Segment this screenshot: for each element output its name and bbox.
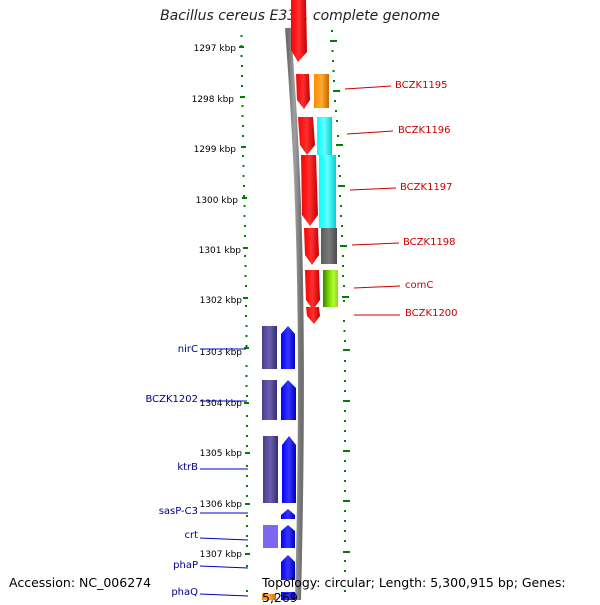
block-cyan-bczk1197[interactable] [319, 155, 336, 228]
kbp-label-1304: 1304 kbp [200, 399, 243, 409]
gene-arrow-phaq[interactable] [281, 592, 295, 600]
gene-arrow-nirc[interactable] [281, 326, 295, 369]
gene-arrow-sasp-c3[interactable] [281, 509, 295, 519]
gene-label-bczk1196[interactable]: BCZK1196 [398, 125, 451, 136]
gene-label-comc[interactable]: comC [405, 280, 433, 291]
gene-arrow-bczk1197[interactable] [301, 155, 318, 226]
gene-arrow-bczk1196[interactable] [298, 117, 315, 155]
kbp-label-1301: 1301 kbp [199, 246, 242, 256]
block-cyan-bczk1196[interactable] [317, 117, 332, 155]
right-strand-genes [291, 0, 338, 324]
gene-label-bczk1202[interactable]: BCZK1202 [145, 394, 198, 405]
gene-label-ktrb[interactable]: ktrB [177, 462, 198, 473]
gene-label-bczk1200[interactable]: BCZK1200 [405, 308, 458, 319]
kbp-label-1300: 1300 kbp [196, 196, 239, 206]
gene-label-bczk1197[interactable]: BCZK1197 [400, 182, 453, 193]
kbp-label-1297: 1297 kbp [194, 44, 237, 54]
gene-label-nirc[interactable]: nirC [178, 344, 198, 355]
gene-arrow-phap[interactable] [281, 555, 295, 580]
left-scale-dots [240, 35, 248, 592]
gene-arrow-ktrb[interactable] [282, 436, 296, 503]
gene-label-bczk1195[interactable]: BCZK1195 [395, 80, 448, 91]
accession-text: Accession: NC_006274 [9, 575, 152, 590]
block-green-comc[interactable] [323, 270, 338, 307]
gene-arrow-bczk1202[interactable] [281, 380, 296, 420]
right-gene-labels: BCZK1195 BCZK1196 BCZK1197 BCZK1198 comC… [344, 80, 458, 319]
left-strand-genes [262, 326, 296, 600]
left-gene-labels: nirC BCZK1202 ktrB sasP-C3 crt phaP phaQ [145, 344, 249, 598]
block-purple-nirc[interactable] [262, 326, 277, 369]
gene-arrow-crt[interactable] [281, 525, 295, 548]
right-scale-dots [331, 30, 346, 592]
kbp-label-1303: 1303 kbp [200, 348, 243, 358]
right-scale-ticks [330, 40, 350, 553]
block-orange-bczk1195[interactable] [314, 74, 329, 108]
block-purple-bczk1202[interactable] [262, 380, 277, 420]
block-gray-bczk1198[interactable] [321, 228, 337, 264]
gene-label-phaq[interactable]: phaQ [171, 587, 198, 598]
kbp-label-1299: 1299 kbp [194, 145, 237, 155]
kbp-label-1305: 1305 kbp [200, 449, 243, 459]
gene-arrow-bczk1198[interactable] [304, 228, 319, 265]
gene-arrow-bczk1195[interactable] [296, 74, 310, 109]
gene-label-crt[interactable]: crt [184, 530, 198, 541]
kbp-label-1298: 1298 kbp [192, 95, 235, 105]
gene-arrow-bczk1200[interactable] [306, 307, 320, 324]
gene-label-sasp-c3[interactable]: sasP-C3 [159, 506, 198, 517]
gene-arrow-top[interactable] [291, 0, 307, 62]
topology-text: Topology: circular; Length: 5,300,915 bp… [262, 575, 566, 605]
kbp-label-1302: 1302 kbp [200, 296, 243, 306]
kbp-label-1307: 1307 kbp [200, 550, 243, 560]
gene-arrow-comc[interactable] [305, 270, 320, 310]
block-purple-ktrb[interactable] [263, 436, 278, 503]
gene-label-bczk1198[interactable]: BCZK1198 [403, 237, 456, 248]
kbp-label-1306: 1306 kbp [200, 500, 243, 510]
gene-label-phap[interactable]: phaP [173, 560, 198, 571]
genome-backbone [285, 27, 304, 600]
block-purple-crt[interactable] [263, 525, 278, 548]
left-scale-ticks [239, 46, 250, 555]
block-orange-phaq[interactable] [262, 594, 276, 600]
